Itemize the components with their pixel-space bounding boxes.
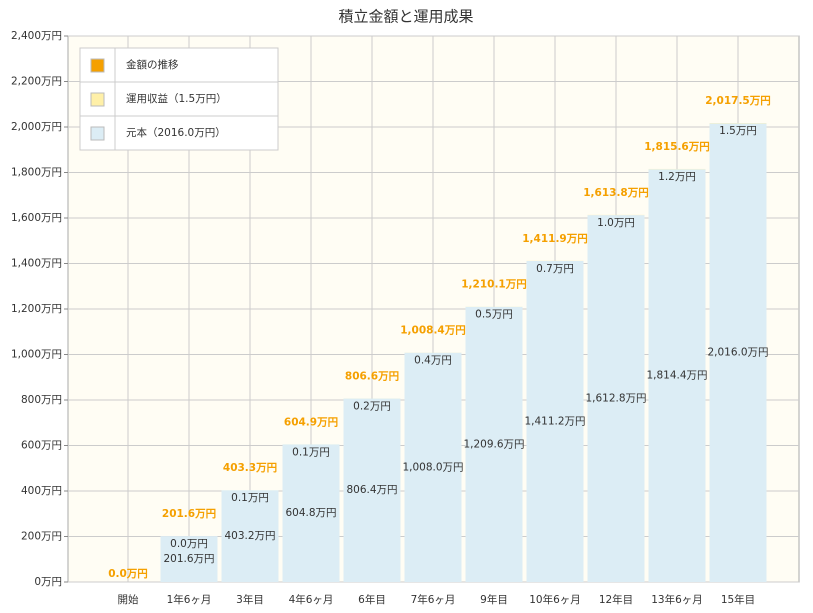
principal-label: 2,016.0万円 bbox=[707, 347, 768, 359]
y-tick-label: 1,800万円 bbox=[11, 167, 62, 179]
legend-swatch bbox=[90, 92, 105, 107]
bar-segment bbox=[343, 398, 401, 582]
principal-label: 1,209.6万円 bbox=[463, 438, 524, 450]
x-tick-label: 10年6ヶ月 bbox=[529, 593, 581, 606]
y-tick-label: 1,000万円 bbox=[11, 349, 62, 361]
total-label: 201.6万円 bbox=[162, 508, 216, 520]
bar-segment bbox=[526, 260, 584, 582]
principal-label: 201.6万円 bbox=[163, 553, 214, 565]
legend-label: 金額の推移 bbox=[126, 58, 179, 71]
legend-swatch bbox=[90, 126, 105, 141]
bar-segment bbox=[587, 215, 645, 582]
x-tick-label: 6年目 bbox=[358, 593, 386, 606]
x-tick-label: 9年目 bbox=[480, 593, 508, 606]
earnings-label: 0.4万円 bbox=[414, 355, 452, 367]
y-tick-label: 600万円 bbox=[21, 440, 62, 452]
x-tick-label: 12年目 bbox=[599, 593, 633, 606]
bar-segment bbox=[282, 444, 340, 582]
bar-segment bbox=[709, 123, 767, 583]
x-tick-label: 7年6ヶ月 bbox=[411, 593, 456, 606]
legend-label: 元本（2016.0万円） bbox=[126, 126, 226, 139]
bar-segment bbox=[648, 169, 706, 582]
chart-title: 積立金額と運用成果 bbox=[338, 8, 473, 26]
principal-label: 806.4万円 bbox=[346, 484, 397, 496]
total-label: 1,815.6万円 bbox=[644, 141, 710, 153]
y-tick-label: 1,400万円 bbox=[11, 258, 62, 270]
x-tick-label: 1年6ヶ月 bbox=[167, 593, 212, 606]
bar-segment bbox=[465, 306, 523, 582]
earnings-label: 0.0万円 bbox=[170, 538, 208, 550]
principal-label: 403.2万円 bbox=[224, 530, 275, 542]
y-tick-label: 400万円 bbox=[21, 485, 62, 497]
y-tick-label: 1,600万円 bbox=[11, 212, 62, 224]
earnings-label: 0.1万円 bbox=[292, 446, 330, 458]
y-tick-label: 1,200万円 bbox=[11, 303, 62, 315]
legend-label: 運用収益（1.5万円） bbox=[126, 92, 227, 105]
principal-label: 1,612.8万円 bbox=[585, 392, 646, 404]
total-label: 0.0万円 bbox=[108, 568, 148, 580]
earnings-label: 0.2万円 bbox=[353, 400, 391, 412]
total-label: 2,017.5万円 bbox=[705, 95, 771, 107]
principal-label: 1,008.0万円 bbox=[402, 461, 463, 473]
total-label: 1,613.8万円 bbox=[583, 187, 649, 199]
y-tick-label: 2,000万円 bbox=[11, 121, 62, 133]
total-label: 604.9万円 bbox=[284, 416, 338, 428]
total-label: 806.6万円 bbox=[345, 370, 399, 382]
principal-label: 1,411.2万円 bbox=[524, 415, 585, 427]
x-tick-label: 4年6ヶ月 bbox=[289, 593, 334, 606]
earnings-label: 0.1万円 bbox=[231, 492, 269, 504]
legend-swatch bbox=[90, 58, 105, 73]
y-tick-label: 800万円 bbox=[21, 394, 62, 406]
x-tick-label: 3年目 bbox=[236, 593, 264, 606]
bar-segment bbox=[160, 536, 218, 582]
earnings-label: 0.5万円 bbox=[475, 309, 513, 321]
principal-label: 604.8万円 bbox=[285, 507, 336, 519]
principal-label: 1,814.4万円 bbox=[646, 369, 707, 381]
total-label: 1,411.9万円 bbox=[522, 233, 588, 245]
bar-segment bbox=[221, 490, 279, 582]
y-tick-label: 0万円 bbox=[34, 576, 62, 588]
earnings-label: 1.2万円 bbox=[658, 171, 696, 183]
total-label: 1,210.1万円 bbox=[461, 279, 527, 291]
x-tick-label: 15年目 bbox=[721, 593, 755, 606]
x-tick-label: 13年6ヶ月 bbox=[651, 593, 703, 606]
legend-box bbox=[79, 47, 279, 151]
bar-segment bbox=[404, 352, 462, 582]
y-tick-label: 2,400万円 bbox=[11, 30, 62, 42]
earnings-label: 0.7万円 bbox=[536, 263, 574, 275]
y-tick-label: 200万円 bbox=[21, 531, 62, 543]
earnings-label: 1.0万円 bbox=[597, 217, 635, 229]
total-label: 403.3万円 bbox=[223, 462, 277, 474]
x-tick-label: 開始 bbox=[118, 593, 139, 606]
earnings-label: 1.5万円 bbox=[719, 125, 757, 137]
total-label: 1,008.4万円 bbox=[400, 325, 466, 337]
y-tick-label: 2,200万円 bbox=[11, 76, 62, 88]
